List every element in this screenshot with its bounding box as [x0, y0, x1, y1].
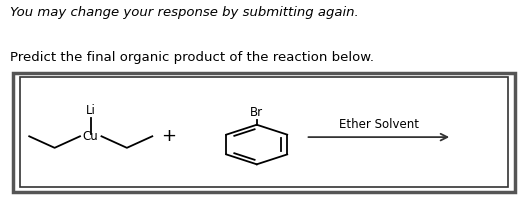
Text: Li: Li — [86, 104, 96, 116]
Text: Br: Br — [250, 106, 264, 119]
Text: +: + — [161, 127, 176, 145]
Text: Cu: Cu — [83, 130, 99, 143]
Text: You may change your response by submitting again.: You may change your response by submitti… — [10, 6, 359, 19]
Text: Ether Solvent: Ether Solvent — [339, 118, 419, 131]
Text: Predict the final organic product of the reaction below.: Predict the final organic product of the… — [10, 51, 374, 65]
